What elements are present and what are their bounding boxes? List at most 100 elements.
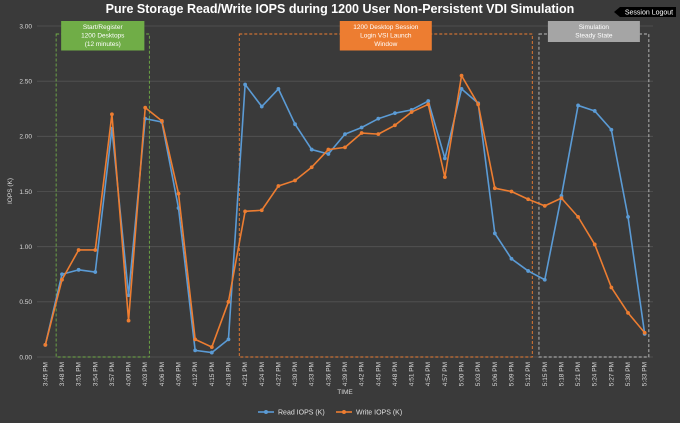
- data-point: [309, 147, 314, 152]
- x-tick-label: 3:45 PM: [42, 362, 49, 386]
- x-tick-label: 5:12 PM: [525, 362, 532, 386]
- data-point: [276, 184, 281, 188]
- data-point: [326, 152, 331, 156]
- data-point: [259, 104, 264, 109]
- annotation-regions: Start/Register 1200 Desktops(12 minutes) 1…: [55, 7, 676, 358]
- data-point: [226, 299, 231, 304]
- x-tick-label: 4:24 PM: [259, 362, 266, 386]
- series-lines: [43, 73, 647, 355]
- data-point: [209, 350, 214, 355]
- data-point: [93, 270, 98, 274]
- annotation-box: [339, 21, 432, 51]
- data-point: [576, 214, 580, 219]
- data-point: [509, 189, 514, 194]
- data-point: [376, 116, 381, 121]
- data-point: [359, 125, 364, 130]
- data-point: [509, 256, 514, 261]
- data-point: [592, 242, 597, 247]
- data-point: [60, 272, 64, 277]
- x-tick-label: 4:30 PM: [292, 362, 299, 386]
- annotation-label: 1200 Desktops: [81, 33, 125, 40]
- x-tick-label: 4:33 PM: [309, 362, 316, 386]
- x-tick-label: 4:21 PM: [242, 362, 249, 386]
- x-tick-label: 5:03 PM: [475, 362, 482, 386]
- legend-entry: Write IOPS (K): [356, 409, 402, 416]
- y-tick-label: 1.50: [19, 189, 32, 196]
- data-point: [442, 156, 447, 161]
- data-point: [176, 191, 181, 196]
- legend-marker: [264, 410, 268, 414]
- legend: Read IOPS (K) Write IOPS (K): [258, 409, 402, 416]
- data-point: [526, 269, 531, 273]
- data-point: [442, 175, 447, 180]
- x-tick-label: 3:48 PM: [59, 362, 66, 386]
- data-point: [226, 337, 231, 342]
- data-point: [426, 102, 431, 107]
- data-point: [293, 122, 297, 127]
- data-point: [359, 131, 364, 135]
- data-point: [60, 277, 64, 282]
- data-point: [126, 293, 131, 298]
- x-tick-label: 5:18 PM: [558, 362, 565, 386]
- x-tick-label: 3:54 PM: [92, 362, 99, 386]
- data-point: [542, 203, 547, 208]
- data-point: [559, 196, 564, 201]
- y-tick-labels: 0.00 0.50 1.00 1.50 2.00 2.50 3.00: [19, 23, 32, 361]
- session-logout-marker: [614, 7, 676, 17]
- data-point: [426, 99, 431, 103]
- data-point: [309, 165, 314, 170]
- x-tick-label: 5:30 PM: [625, 362, 632, 386]
- annotation-label: Login VSI Launch: [360, 33, 412, 40]
- legend-entry: Read IOPS (K): [278, 409, 325, 416]
- y-tick-label: 2.00: [19, 134, 32, 141]
- x-tick-label: 5:33 PM: [642, 362, 649, 386]
- data-point: [609, 285, 614, 290]
- series-line: [44, 83, 646, 354]
- x-tick-label: 4:00 PM: [126, 362, 133, 386]
- data-point: [492, 231, 497, 236]
- data-point: [93, 248, 98, 252]
- data-point: [393, 123, 397, 128]
- data-point: [626, 310, 630, 315]
- y-tick-label: 3.00: [19, 23, 32, 30]
- x-tick-label: 4:27 PM: [275, 362, 282, 386]
- annotation-region: [238, 33, 533, 358]
- x-tick-label: 3:57 PM: [109, 362, 116, 386]
- x-tick-label: 4:42 PM: [359, 362, 366, 386]
- x-tick-label: 4:39 PM: [342, 362, 349, 386]
- x-tick-label: 4:18 PM: [225, 362, 232, 386]
- data-point: [276, 86, 281, 91]
- x-tick-label: 5:00 PM: [459, 362, 466, 386]
- data-point: [626, 214, 630, 219]
- annotation-label: Session Logout: [625, 9, 673, 16]
- x-tick-label: 5:15 PM: [542, 362, 549, 386]
- data-point: [459, 73, 464, 78]
- data-point: [376, 132, 381, 137]
- x-tick-label: 4:48 PM: [392, 362, 399, 386]
- annotation-label: Start/Register: [83, 24, 124, 31]
- data-point: [159, 118, 164, 123]
- data-point: [576, 103, 580, 108]
- series-line: [44, 74, 646, 348]
- annotation-box: [547, 21, 640, 42]
- data-point: [293, 178, 297, 183]
- x-tick-label: 4:15 PM: [209, 362, 216, 386]
- data-point: [542, 277, 547, 282]
- x-tick-label: 5:21 PM: [575, 362, 582, 386]
- y-tick-label: 0.00: [19, 354, 32, 361]
- data-point: [243, 82, 248, 87]
- data-point: [326, 147, 331, 152]
- x-tick-label: 4:57 PM: [442, 362, 449, 386]
- legend-marker: [342, 410, 346, 414]
- annotation-box: [61, 21, 145, 51]
- data-point: [143, 105, 148, 110]
- data-point: [393, 111, 397, 116]
- annotation-label: Simulation: [579, 24, 610, 31]
- annotation-label: Steady State: [575, 33, 613, 40]
- x-tick-label: 5:09 PM: [508, 362, 515, 386]
- data-point: [259, 208, 264, 213]
- annotation-label: 1200 Desktop Session: [353, 24, 418, 31]
- annotation-region: [55, 33, 150, 358]
